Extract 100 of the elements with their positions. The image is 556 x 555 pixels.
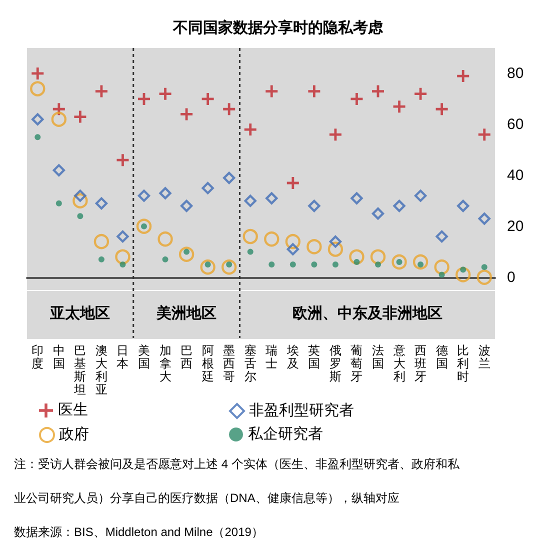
point bbox=[159, 187, 172, 200]
band-label: 欧洲、中东及非洲地区 bbox=[292, 304, 442, 322]
point bbox=[478, 212, 490, 225]
point bbox=[476, 270, 492, 285]
x-tick-label: 塞舌尔 bbox=[244, 344, 256, 384]
x-tick-label: 埃及 bbox=[286, 344, 299, 370]
point bbox=[329, 128, 342, 141]
point bbox=[332, 262, 338, 268]
point bbox=[354, 258, 360, 265]
x-tick-label: 中国 bbox=[52, 344, 65, 370]
point bbox=[266, 192, 278, 204]
text: 业公司研究人员）分享自己的医疗数据（DNA、健康信息等），纵轴对应 bbox=[14, 491, 400, 505]
point bbox=[286, 243, 300, 256]
point bbox=[350, 92, 363, 105]
x-tick-label: 美国 bbox=[138, 344, 150, 370]
x-tick-label: 日本 bbox=[116, 344, 129, 370]
point bbox=[200, 259, 216, 275]
point bbox=[329, 236, 342, 248]
x-tick-label: 英国 bbox=[308, 344, 320, 370]
point bbox=[244, 124, 256, 136]
point bbox=[72, 193, 88, 208]
point bbox=[370, 249, 386, 264]
point bbox=[268, 262, 275, 268]
point bbox=[414, 88, 427, 100]
point bbox=[308, 85, 320, 98]
point bbox=[95, 197, 108, 210]
x-tick-label: 俄罗斯 bbox=[329, 344, 342, 384]
band-label: 亚太地区 bbox=[49, 305, 110, 322]
band-label: 美洲地区 bbox=[156, 304, 217, 322]
point bbox=[393, 200, 406, 212]
point bbox=[392, 254, 407, 270]
point bbox=[460, 266, 466, 273]
point bbox=[478, 128, 490, 141]
point bbox=[242, 228, 258, 244]
x-tick-label: 法国 bbox=[372, 344, 384, 370]
x-tick-label: 印度 bbox=[32, 344, 44, 370]
point bbox=[412, 254, 428, 270]
x-tick-label: 波兰 bbox=[478, 344, 490, 370]
point bbox=[32, 67, 44, 80]
y-tick-label: 80 bbox=[507, 64, 524, 82]
point bbox=[436, 103, 448, 116]
point bbox=[372, 85, 384, 98]
point bbox=[30, 81, 46, 96]
point bbox=[95, 85, 108, 98]
point bbox=[52, 164, 66, 176]
legend-label: 医生 bbox=[58, 402, 88, 418]
x-tick-label: 阿根廷 bbox=[200, 344, 214, 384]
point bbox=[158, 231, 173, 247]
x-tick-label: 巴基斯坦 bbox=[73, 344, 86, 396]
point bbox=[414, 190, 427, 202]
point bbox=[32, 113, 44, 126]
point bbox=[290, 262, 296, 268]
text: 注：受访人群会被问及是否愿意对上述 4 个实体（医生、非盈利型研究者、政府和私 bbox=[14, 457, 460, 471]
point bbox=[438, 272, 445, 278]
point bbox=[393, 100, 406, 113]
point bbox=[74, 190, 86, 202]
legend-label: 政府 bbox=[59, 426, 89, 443]
point bbox=[436, 230, 448, 243]
x-tick-label: 比利时 bbox=[457, 344, 470, 384]
chart-title: 不同国家数据分享时的隐私考虑 bbox=[172, 18, 384, 36]
point bbox=[375, 262, 381, 268]
x-tick-label: 巴西 bbox=[180, 344, 193, 370]
point bbox=[266, 85, 278, 98]
point bbox=[51, 112, 67, 127]
point bbox=[311, 262, 318, 268]
point bbox=[434, 259, 450, 275]
point bbox=[180, 200, 193, 212]
point bbox=[457, 70, 470, 82]
legend-label: 私企研究者 bbox=[248, 426, 323, 442]
point bbox=[116, 154, 129, 166]
x-tick-label: 德国 bbox=[436, 344, 448, 370]
point bbox=[202, 92, 214, 105]
point bbox=[202, 182, 214, 194]
y-tick-label: 0 bbox=[507, 268, 516, 286]
point bbox=[456, 267, 471, 282]
legend-label: 非盈利型研究者 bbox=[249, 402, 354, 419]
point bbox=[286, 177, 299, 190]
x-tick-label: 墨西哥 bbox=[223, 344, 236, 384]
point bbox=[77, 213, 84, 220]
y-tick-label: 20 bbox=[507, 218, 524, 235]
point bbox=[456, 200, 470, 212]
point bbox=[222, 259, 237, 275]
point bbox=[349, 249, 364, 264]
point bbox=[264, 231, 280, 247]
point bbox=[159, 88, 172, 100]
point bbox=[308, 200, 320, 212]
point bbox=[136, 218, 152, 234]
point bbox=[180, 108, 193, 120]
source-note: 数据来源：BIS、Middleton and Milne（2019） bbox=[14, 525, 264, 539]
point bbox=[74, 110, 86, 123]
x-tick-label: 加拿大 bbox=[159, 344, 172, 384]
point bbox=[94, 234, 110, 250]
point bbox=[115, 249, 130, 264]
x-tick-label: 葡萄牙 bbox=[350, 344, 363, 384]
y-tick-label: 60 bbox=[507, 116, 524, 133]
point bbox=[178, 246, 194, 262]
point bbox=[138, 190, 150, 202]
x-tick-label: 西班牙 bbox=[414, 344, 427, 384]
point bbox=[34, 134, 41, 140]
point bbox=[138, 92, 150, 105]
